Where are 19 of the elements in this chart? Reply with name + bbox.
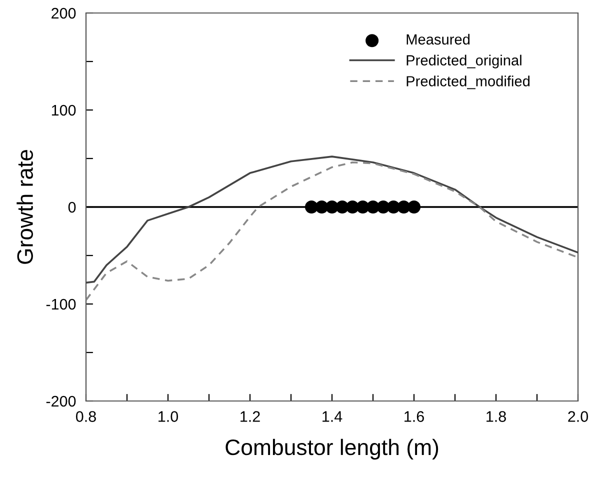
line-series [86, 161, 578, 302]
line-series [86, 156, 578, 284]
x-tick-label: 2.0 [568, 411, 588, 422]
y-tick-label: -100 [46, 298, 76, 310]
legend-label: Measured [406, 34, 470, 45]
x-tick-label: 1.2 [240, 411, 260, 422]
x-tick-label: 1.0 [158, 411, 178, 422]
x-tick-label: 1.4 [322, 411, 342, 422]
x-tick-label: 0.8 [76, 411, 96, 422]
y-tick-label: 0 [68, 202, 76, 213]
y-tick-label: 100 [52, 104, 76, 116]
y-axis-title: Growth rate [16, 150, 33, 264]
x-axis-title: Combustor length (m) [226, 438, 438, 460]
x-tick-label: 1.6 [404, 411, 424, 422]
legend-label: Predicted_original [406, 54, 522, 68]
legend-label: Predicted_modified [406, 76, 530, 90]
x-tick-label: 1.8 [486, 411, 506, 422]
y-tick-label: -200 [46, 396, 76, 407]
y-tick-label: 200 [52, 8, 76, 19]
